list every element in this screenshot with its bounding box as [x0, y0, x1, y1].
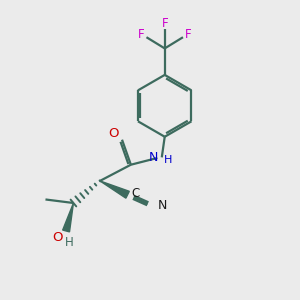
- Text: C: C: [131, 187, 140, 200]
- Polygon shape: [100, 181, 129, 198]
- Text: N: N: [158, 200, 167, 212]
- Text: H: H: [65, 236, 74, 249]
- Text: H: H: [164, 155, 172, 165]
- Text: O: O: [108, 127, 119, 140]
- Text: N: N: [149, 152, 158, 164]
- Text: O: O: [52, 231, 63, 244]
- Polygon shape: [63, 203, 74, 232]
- Text: F: F: [138, 28, 145, 41]
- Text: F: F: [185, 28, 192, 41]
- Text: F: F: [161, 17, 168, 31]
